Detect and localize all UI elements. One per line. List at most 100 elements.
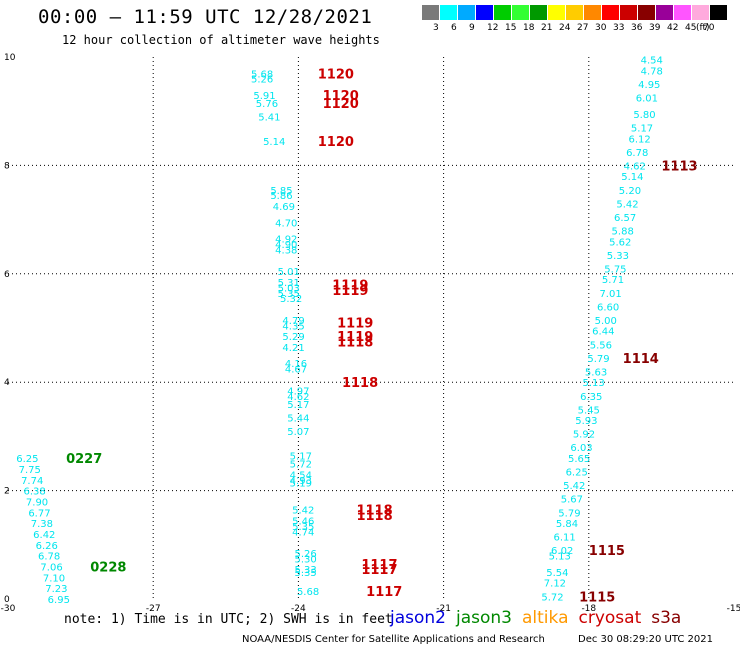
wave-height-label: 7.23 bbox=[45, 584, 67, 595]
wave-height-label: 5.93 bbox=[575, 416, 597, 427]
pass-time-label: 1120 bbox=[318, 135, 354, 150]
legend-swatch bbox=[548, 5, 565, 20]
satellite-altika: altika bbox=[522, 608, 569, 628]
legend-swatch bbox=[692, 5, 709, 20]
wave-height-label: 5.68 bbox=[297, 587, 319, 598]
wave-height-label: 6.35 bbox=[580, 392, 602, 403]
wave-height-label: 4.62 bbox=[624, 161, 646, 172]
wave-height-label: 5.33 bbox=[607, 251, 629, 262]
wave-height-label: 5.17 bbox=[631, 123, 653, 134]
wave-height-label: 5.86 bbox=[270, 191, 292, 202]
wave-height-label: 5.72 bbox=[290, 460, 312, 471]
wave-height-label: 4.92 bbox=[275, 235, 297, 246]
wave-height-label: 4.67 bbox=[285, 365, 307, 376]
wave-height-label: 6.02 bbox=[551, 546, 573, 557]
wave-height-label: 5.26 bbox=[295, 549, 317, 560]
legend-label: 9 bbox=[469, 23, 475, 33]
legend-swatch bbox=[422, 5, 439, 20]
legend-label: 39 bbox=[649, 23, 661, 33]
wave-height-label: 7.06 bbox=[40, 562, 62, 573]
wave-height-label: 7.12 bbox=[544, 579, 566, 590]
page-title: 00:00 – 11:59 UTC 12/28/2021 bbox=[38, 6, 373, 28]
wave-height-label: 5.42 bbox=[292, 506, 314, 517]
pass-time-label: 0227 bbox=[66, 452, 102, 467]
wave-height-label: 4.70 bbox=[275, 218, 297, 229]
lon-tick-label: -18 bbox=[581, 604, 596, 614]
legend-label: 12 bbox=[487, 23, 499, 33]
lon-tick-label: -24 bbox=[291, 604, 306, 614]
wave-height-label: 5.67 bbox=[561, 495, 583, 506]
wave-height-label: 4.90 bbox=[275, 240, 297, 251]
wave-height-label: 4.97 bbox=[287, 386, 309, 397]
wave-height-label: 5.33 bbox=[295, 565, 317, 576]
wave-height-label: 6.77 bbox=[28, 508, 50, 519]
wave-height-label: 5.00 bbox=[595, 316, 617, 327]
lat-tick-label: 4 bbox=[4, 378, 10, 388]
generated-timestamp: Dec 30 08:29:20 UTC 2021 bbox=[578, 634, 713, 645]
legend-swatch bbox=[530, 5, 547, 20]
wave-height-label: 7.38 bbox=[31, 519, 53, 530]
wave-height-label: 5.31 bbox=[278, 278, 300, 289]
legend-label: 18 bbox=[523, 23, 535, 33]
wave-height-label: 5.35 bbox=[278, 289, 300, 300]
wave-height-label: 6.26 bbox=[36, 541, 58, 552]
wave-height-label: 5.71 bbox=[602, 275, 624, 286]
wave-height-label: 5.44 bbox=[287, 413, 309, 424]
wave-height-label: 4.74 bbox=[292, 527, 314, 538]
legend-label: 3 bbox=[433, 23, 439, 33]
wave-height-label: 6.42 bbox=[33, 530, 55, 541]
wave-height-label: 5.42 bbox=[563, 481, 585, 492]
wave-height-label: 5.41 bbox=[258, 113, 280, 124]
wave-height-label: 6.11 bbox=[553, 533, 575, 544]
legend-swatch bbox=[638, 5, 655, 20]
wave-height-label: 5.01 bbox=[278, 267, 300, 278]
legend-label: 36 bbox=[631, 23, 643, 33]
wave-height-label: 5.79 bbox=[587, 354, 609, 365]
lat-tick-label: 6 bbox=[4, 270, 10, 280]
wave-height-label: 7.75 bbox=[19, 465, 41, 476]
wave-height-label: 5.07 bbox=[287, 427, 309, 438]
wave-height-label: 5.76 bbox=[256, 99, 278, 110]
wave-height-label: 5.80 bbox=[633, 110, 655, 121]
pass-time-label: 0228 bbox=[90, 560, 126, 575]
wave-height-label: 5.35 bbox=[292, 522, 314, 533]
wave-height-label: 4.69 bbox=[273, 202, 295, 213]
wave-height-label: 5.62 bbox=[609, 237, 631, 248]
wave-height-label: 4.93 bbox=[290, 476, 312, 487]
wave-height-label: 5.35 bbox=[295, 568, 317, 579]
satellite-key: jason2 jason3 altika cryosat s3a bbox=[390, 608, 691, 628]
page-subtitle: 12 hour collection of altimeter wave hei… bbox=[62, 33, 380, 47]
legend-swatch bbox=[620, 5, 637, 20]
legend-swatch bbox=[458, 5, 475, 20]
legend-label: 70 bbox=[703, 23, 715, 33]
wave-height-label: 5.29 bbox=[282, 332, 304, 343]
pass-time-label: 1115 bbox=[579, 590, 615, 605]
pass-time-label: 1118 bbox=[337, 336, 373, 351]
wave-height-label: 7.90 bbox=[26, 497, 48, 508]
wave-height-label: 4.21 bbox=[282, 343, 304, 354]
pass-time-label: 1114 bbox=[623, 352, 659, 367]
legend-label: 24 bbox=[559, 23, 571, 33]
lat-tick-label: 0 bbox=[4, 595, 10, 605]
wave-height-label: 6.38 bbox=[23, 487, 45, 498]
legend-label: 15 bbox=[505, 23, 517, 33]
legend-label: 33 bbox=[613, 23, 625, 33]
wave-height-label: 6.03 bbox=[570, 443, 592, 454]
wave-height-label: 6.60 bbox=[597, 302, 619, 313]
wave-height-label: 5.13 bbox=[583, 378, 605, 389]
wave-height-label: 4.54 bbox=[641, 56, 663, 67]
wave-height-label: 5.75 bbox=[604, 264, 626, 275]
wave-height-label: 4.95 bbox=[638, 80, 660, 91]
wave-height-label: 7.01 bbox=[599, 289, 621, 300]
pass-time-label: 1120 bbox=[323, 97, 359, 112]
legend-swatch bbox=[674, 5, 691, 20]
wave-height-label: 5.63 bbox=[585, 367, 607, 378]
pass-time-label: 1117 bbox=[361, 563, 397, 578]
wave-height-label: 6.78 bbox=[626, 148, 648, 159]
legend-label: 42 bbox=[667, 23, 679, 33]
wave-height-label: 5.54 bbox=[546, 568, 568, 579]
legend-swatch bbox=[440, 5, 457, 20]
wave-height-label: 4.79 bbox=[282, 316, 304, 327]
credit-line: NOAA/NESDIS Center for Satellite Applica… bbox=[242, 634, 545, 645]
